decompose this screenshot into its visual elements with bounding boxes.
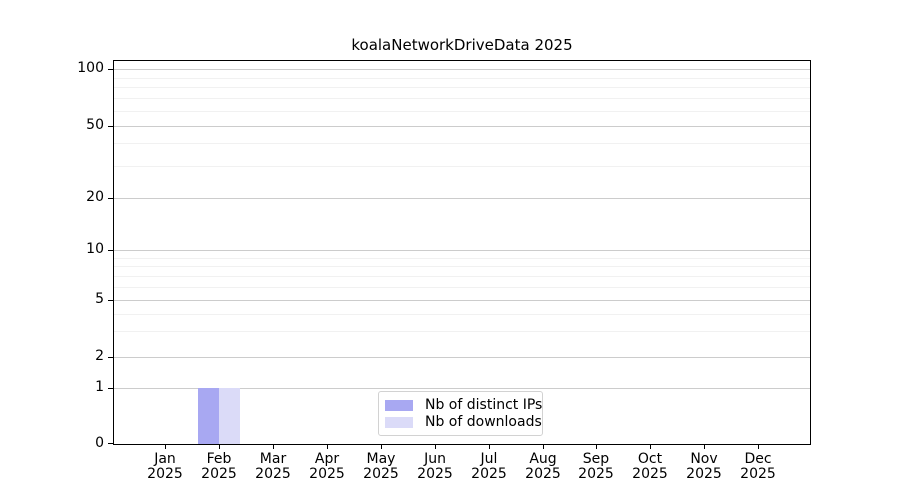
x-tick-year: 2025	[255, 466, 291, 482]
gridline-minor	[114, 331, 810, 332]
y-tick-mark	[108, 388, 113, 389]
gridline-major	[114, 250, 810, 251]
legend-swatch-downloads	[385, 417, 413, 428]
x-tick-label: Jun 2025	[405, 452, 465, 482]
x-tick-year: 2025	[686, 466, 722, 482]
y-tick-label: 10	[86, 241, 104, 257]
x-tick-label: Feb 2025	[189, 452, 249, 482]
x-tick-label: Oct 2025	[620, 452, 680, 482]
y-tick-mark	[108, 198, 113, 199]
gridline-minor	[114, 287, 810, 288]
x-tick-label: Nov 2025	[674, 452, 734, 482]
y-tick-label: 100	[77, 60, 104, 76]
gridline-minor	[114, 266, 810, 267]
x-tick-mark	[327, 444, 328, 449]
gridline-minor	[114, 98, 810, 99]
x-tick-year: 2025	[201, 466, 237, 482]
x-tick-label: Jul 2025	[459, 452, 519, 482]
plot-area	[108, 60, 811, 449]
x-tick-year: 2025	[309, 466, 345, 482]
x-tick-month: Mar	[259, 451, 287, 467]
y-tick-mark	[108, 69, 113, 70]
gridline-major	[114, 300, 810, 301]
x-tick-year: 2025	[632, 466, 668, 482]
x-tick-month: May	[366, 451, 396, 467]
legend-label-distinct-ips: Nb of distinct IPs	[425, 397, 543, 413]
x-tick-year: 2025	[740, 466, 776, 482]
x-tick-mark	[543, 444, 544, 449]
x-tick-month: Dec	[744, 451, 772, 467]
y-tick-mark	[108, 300, 113, 301]
y-tick-label: 5	[95, 291, 104, 307]
x-tick-mark	[650, 444, 651, 449]
y-tick-label: 0	[95, 435, 104, 451]
x-tick-label: Jan 2025	[135, 452, 195, 482]
x-tick-label: Apr 2025	[297, 452, 357, 482]
gridline-major	[114, 198, 810, 199]
gridline-major	[114, 388, 810, 389]
gridline-minor	[114, 143, 810, 144]
legend-item-downloads: Nb of downloads	[385, 414, 542, 431]
gridline-major	[114, 69, 810, 70]
gridline-minor	[114, 78, 810, 79]
legend: Nb of distinct IPs Nb of downloads	[378, 391, 543, 436]
legend-label-downloads: Nb of downloads	[425, 414, 542, 430]
bar-distinct-ips	[198, 388, 219, 444]
x-tick-month: Jun	[424, 451, 446, 467]
x-tick-mark	[435, 444, 436, 449]
legend-item-distinct-ips: Nb of distinct IPs	[385, 397, 542, 414]
x-tick-month: Jan	[154, 451, 176, 467]
y-tick-mark	[108, 357, 113, 358]
x-tick-year: 2025	[578, 466, 614, 482]
x-tick-mark	[273, 444, 274, 449]
x-tick-month: Apr	[314, 451, 340, 467]
x-tick-mark	[596, 444, 597, 449]
y-tick-mark	[108, 443, 113, 444]
x-tick-month: Feb	[206, 451, 232, 467]
x-tick-year: 2025	[147, 466, 183, 482]
x-tick-month: Aug	[529, 451, 557, 467]
x-tick-label: Sep 2025	[566, 452, 626, 482]
y-tick-label: 2	[95, 348, 104, 364]
gridline-major	[114, 126, 810, 127]
y-tick-label: 20	[86, 189, 104, 205]
chart-title: koalaNetworkDriveData 2025	[351, 36, 573, 54]
x-tick-mark	[165, 444, 166, 449]
gridline-minor	[114, 276, 810, 277]
gridline-minor	[114, 87, 810, 88]
x-tick-mark	[758, 444, 759, 449]
x-tick-month: Nov	[690, 451, 718, 467]
x-tick-month: Oct	[637, 451, 663, 467]
x-tick-month: Jul	[480, 451, 498, 467]
y-tick-mark	[108, 126, 113, 127]
x-tick-label: Mar 2025	[243, 452, 303, 482]
gridline-minor	[114, 258, 810, 259]
y-tick-label: 50	[86, 117, 104, 133]
x-tick-mark	[381, 444, 382, 449]
gridline-major	[114, 357, 810, 358]
legend-swatch-distinct-ips	[385, 400, 413, 411]
bar-downloads	[219, 388, 240, 444]
x-tick-year: 2025	[525, 466, 561, 482]
x-tick-year: 2025	[363, 466, 399, 482]
x-tick-label: May 2025	[351, 452, 411, 482]
x-tick-label: Dec 2025	[728, 452, 788, 482]
y-tick-mark	[108, 250, 113, 251]
x-tick-year: 2025	[417, 466, 453, 482]
x-tick-month: Sep	[582, 451, 610, 467]
gridline-minor	[114, 314, 810, 315]
gridline-minor	[114, 111, 810, 112]
x-tick-mark	[219, 444, 220, 449]
x-tick-mark	[489, 444, 490, 449]
x-tick-mark	[704, 444, 705, 449]
y-tick-label: 1	[95, 379, 104, 395]
x-tick-label: Aug 2025	[513, 452, 573, 482]
x-tick-year: 2025	[471, 466, 507, 482]
gridline-minor	[114, 166, 810, 167]
